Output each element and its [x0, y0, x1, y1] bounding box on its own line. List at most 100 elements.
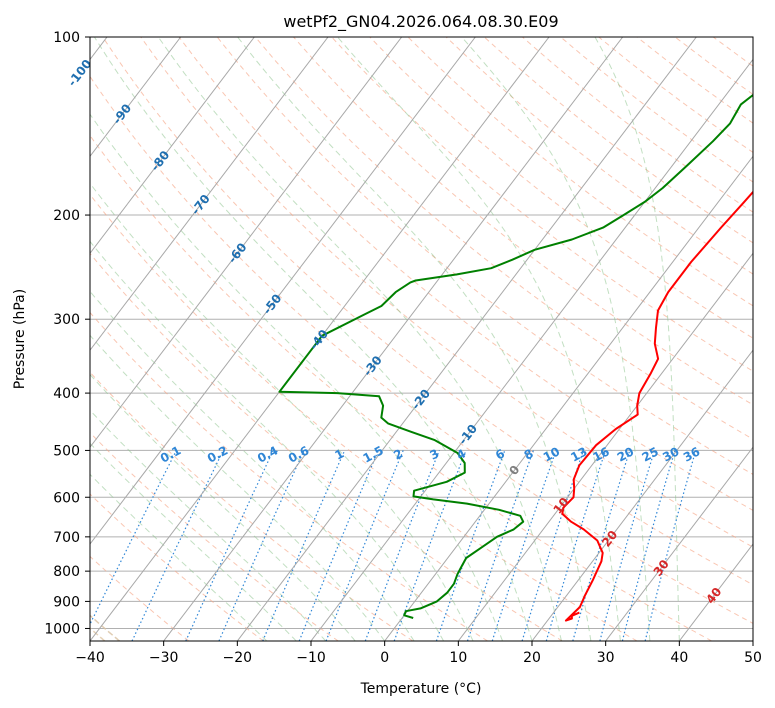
moist-adiabat	[157, 37, 562, 641]
y-tick-label: 500	[53, 443, 80, 459]
moist-adiabat	[461, 37, 651, 641]
mixing-ratio-label: 16	[591, 444, 612, 464]
moist-adiabat	[594, 37, 680, 641]
isotherm-label: 40	[703, 585, 724, 607]
mixing-ratio-line	[325, 450, 404, 641]
dry-adiabat	[90, 193, 638, 641]
mixing-ratio-line	[545, 450, 607, 641]
moist-adiabat-layer	[90, 37, 680, 641]
dry-adiabat	[140, 37, 753, 548]
isotherm-label: 30	[651, 557, 672, 579]
isotherm-label: 10	[551, 495, 572, 517]
label-layer: 0.1 0.2 0.4 0.6 1 1.5 2 3 4 6 8 10 13 16 20 25 30 36-100-…	[65, 57, 724, 607]
isotherm-label: 0	[506, 463, 522, 478]
y-axis-title: Pressure (hPa)	[12, 289, 28, 389]
isotherm-line	[384, 155, 753, 641]
mixing-ratio-label: 2	[391, 446, 405, 462]
mixing-ratio-label: 1.5	[361, 443, 386, 465]
x-tick-label: −30	[149, 650, 179, 666]
y-tick-label: 700	[53, 530, 80, 546]
isotherm-line	[457, 252, 753, 641]
y-tick-label: 400	[53, 386, 80, 402]
y-tick-label: 800	[53, 564, 80, 580]
dry-adiabat-layer	[90, 37, 753, 641]
mixing-ratio-label: 25	[640, 444, 661, 464]
mixing-ratio-label: 0.6	[286, 443, 311, 465]
dry-adiabat	[636, 37, 753, 124]
grid-layer	[90, 37, 753, 629]
y-tick-label: 300	[53, 312, 80, 328]
isotherm-line	[90, 37, 255, 255]
mixing-ratio-line	[466, 450, 534, 641]
isotherm-line	[752, 640, 753, 641]
isotherm-layer	[90, 37, 753, 641]
dry-adiabat	[102, 37, 753, 586]
temperature-line	[561, 190, 753, 622]
dry-adiabat	[90, 555, 190, 641]
mixing-ratio-label: 30	[660, 444, 681, 464]
y-tick-label: 900	[53, 594, 80, 610]
isotherm-line	[90, 37, 476, 545]
isotherm-line	[531, 349, 753, 641]
moist-adiabat	[90, 409, 327, 641]
mixing-ratio-line	[131, 450, 224, 641]
series-layer	[278, 93, 753, 622]
x-tick-label: −10	[296, 650, 326, 666]
dewpoint-line	[278, 93, 753, 619]
isotherm-label: -20	[409, 387, 433, 413]
x-axis: −40 −30 −20 −10 0 10 20 30 40 50	[75, 641, 762, 666]
y-tick-label: 200	[53, 208, 80, 224]
dry-adiabat	[522, 37, 753, 213]
isotherm-line	[310, 58, 753, 641]
isotherm-line	[605, 446, 753, 641]
mixing-ratio-label: 36	[681, 444, 702, 464]
chart-title: wetPf2_GN04.2026.064.08.30.E09	[283, 12, 558, 32]
dry-adiabat	[712, 37, 753, 67]
dry-adiabat	[216, 37, 753, 475]
mixing-ratio-line	[90, 450, 177, 626]
moist-adiabat	[90, 113, 503, 641]
y-axis: 100 200 300 400 500 600 700 800 900 1000	[44, 30, 90, 637]
mixing-ratio-line	[491, 450, 557, 641]
dry-adiabat	[90, 311, 488, 641]
isotherm-line	[90, 37, 329, 352]
mixing-ratio-line	[435, 450, 506, 641]
mixing-ratio-line	[644, 450, 697, 641]
x-tick-label: 50	[744, 650, 762, 666]
mixing-ratio-line	[572, 450, 631, 641]
mixing-ratio-label: 20	[615, 444, 636, 464]
moist-adiabat	[90, 442, 297, 641]
plot-frame	[89, 36, 754, 642]
x-tick-label: −20	[223, 650, 253, 666]
isotherm-label: -30	[360, 353, 384, 379]
mixing-ratio-label: 0.2	[205, 443, 230, 465]
y-tick-label: 600	[53, 490, 80, 506]
mixing-ratio-line	[621, 450, 676, 641]
moist-adiabat	[337, 37, 621, 641]
y-tick-label: 100	[53, 30, 80, 46]
mixing-ratio-line	[599, 450, 656, 641]
dry-adiabat	[254, 37, 753, 440]
mixing-ratio-line	[521, 450, 584, 641]
mixing-ratio-line	[364, 450, 440, 641]
dry-adiabat	[90, 371, 414, 641]
mixing-ratio-line	[262, 450, 346, 641]
dry-adiabat	[369, 37, 753, 339]
isotherm-line	[90, 37, 182, 158]
x-tick-label: 40	[670, 650, 688, 666]
x-tick-label: 10	[449, 650, 467, 666]
mixing-ratio-label: 0.1	[158, 443, 183, 465]
mixing-ratio-label: 8	[522, 446, 536, 462]
dry-adiabat	[407, 37, 753, 307]
mixing-ratio-label: 1	[332, 446, 346, 462]
moist-adiabat	[90, 182, 474, 641]
y-tick-label: 1000	[44, 621, 80, 637]
dry-adiabat	[331, 37, 753, 372]
x-tick-label: −40	[75, 650, 105, 666]
x-tick-label: 30	[597, 650, 615, 666]
isotherm-line	[163, 37, 624, 641]
mixing-ratio-line	[218, 450, 305, 641]
mixing-ratio-label: 4	[454, 446, 468, 462]
isotherm-label: -90	[110, 101, 134, 127]
